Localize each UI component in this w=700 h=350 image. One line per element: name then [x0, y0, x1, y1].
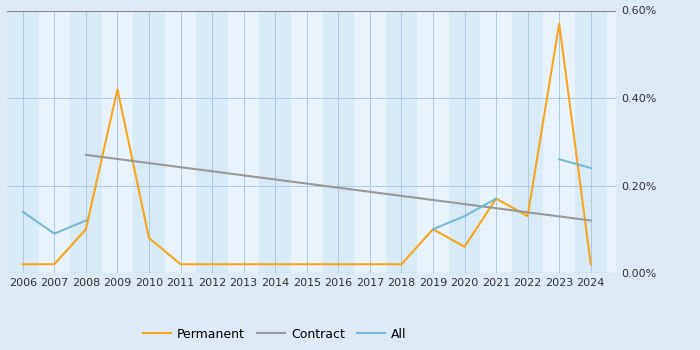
Bar [575, 10, 606, 273]
Permanent [429, 227, 438, 231]
Bar [543, 10, 575, 273]
All [19, 210, 27, 214]
Bar [196, 10, 228, 273]
Permanent [334, 262, 342, 266]
Bar [102, 10, 133, 273]
Bar [7, 10, 38, 273]
Bar [417, 10, 449, 273]
Permanent [176, 262, 185, 266]
Permanent [82, 227, 90, 231]
Bar [449, 10, 480, 273]
Bar [354, 10, 386, 273]
Bar [70, 10, 101, 273]
Permanent [239, 262, 248, 266]
Line: Permanent: Permanent [23, 24, 591, 264]
Line: All: All [23, 212, 86, 234]
Permanent [113, 87, 122, 91]
Permanent [397, 262, 405, 266]
Permanent [365, 262, 374, 266]
Bar [164, 10, 196, 273]
Permanent [50, 262, 59, 266]
Permanent [271, 262, 279, 266]
Permanent [19, 262, 27, 266]
Bar [133, 10, 164, 273]
Permanent [524, 214, 532, 218]
Bar [386, 10, 417, 273]
Bar [291, 10, 323, 273]
Legend: Permanent, Contract, All: Permanent, Contract, All [138, 322, 412, 345]
Permanent [145, 236, 153, 240]
Permanent [492, 197, 500, 201]
Permanent [555, 22, 564, 26]
Bar [228, 10, 260, 273]
Bar [480, 10, 512, 273]
Bar [38, 10, 70, 273]
All [50, 232, 59, 236]
Permanent [302, 262, 311, 266]
Bar [260, 10, 291, 273]
Permanent [461, 245, 469, 249]
Bar [512, 10, 543, 273]
Bar [323, 10, 354, 273]
Permanent [587, 262, 595, 266]
All [82, 218, 90, 223]
Permanent [208, 262, 216, 266]
